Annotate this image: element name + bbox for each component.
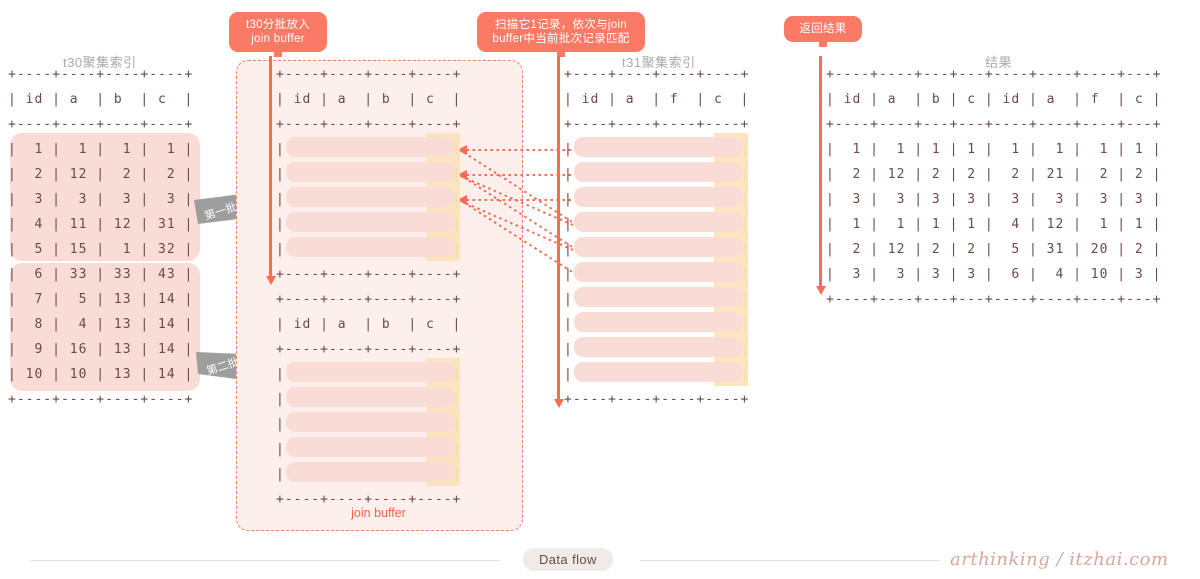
t30-rule-top: +----+----+----+----+ bbox=[8, 67, 194, 82]
t30-table: +----+----+----+----+ | id | a | b | c |… bbox=[8, 62, 193, 412]
match-arrows bbox=[457, 145, 578, 276]
footer-rule-right bbox=[640, 560, 940, 561]
jb2-row-highlight bbox=[286, 387, 454, 407]
t31-rule-mid: +----+----+----+----+ bbox=[564, 117, 750, 132]
scan-arrow-head bbox=[554, 399, 564, 408]
callout-scan-line1: 扫描它1记录，依次与join bbox=[495, 19, 627, 31]
callout-batch-tail bbox=[274, 51, 282, 57]
jb1-rule-top: +----+----+----+----+ bbox=[276, 67, 462, 82]
jb2-rule-mid: +----+----+----+----+ bbox=[276, 342, 462, 357]
res-rule-mid: +----+----+---+---+----+----+----+---+ bbox=[826, 117, 1162, 132]
t31-row-highlight bbox=[574, 137, 742, 157]
result-table: +----+----+---+---+----+----+----+---+ |… bbox=[826, 62, 1161, 312]
jb1-row-highlight bbox=[286, 162, 454, 182]
t30-header-row: | id | a | b | c | bbox=[8, 92, 194, 107]
t31-row-highlight bbox=[574, 337, 742, 357]
callout-scan-line2: buffer中当前批次记录匹配 bbox=[492, 33, 630, 45]
res-body: | 1 | 1 | 1 | 1 | 1 | 1 | 1 | 1 | | 2 | … bbox=[826, 142, 1162, 282]
jb1-row-highlight bbox=[286, 137, 454, 157]
t31-header-row: | id | a | f | c | bbox=[564, 92, 750, 107]
t31-row-highlight bbox=[574, 362, 742, 382]
jb1-rule-mid: +----+----+----+----+ bbox=[276, 117, 462, 132]
t31-row-highlight bbox=[574, 162, 742, 182]
batch-arrow-head bbox=[266, 276, 276, 285]
callout-batch-insert: t30分批放入 join buffer bbox=[229, 12, 327, 57]
callout-batch-line1: t30分批放入 bbox=[245, 19, 311, 31]
callout-batch-line2: join buffer bbox=[251, 33, 305, 45]
jb2-row-highlight bbox=[286, 462, 454, 482]
t31-row-highlight bbox=[574, 212, 742, 232]
data-flow-chip: Data flow bbox=[523, 548, 613, 571]
t31-row-highlight bbox=[574, 187, 742, 207]
t31-row-highlight bbox=[574, 287, 742, 307]
t30-rule-mid: +----+----+----+----+ bbox=[8, 117, 194, 132]
t30-batch1-highlight bbox=[10, 133, 200, 261]
scan-arrow-line bbox=[557, 56, 560, 401]
result-title: 结果 bbox=[985, 55, 1013, 70]
t31-rule-top: +----+----+----+----+ bbox=[564, 67, 750, 82]
callout-scan: 扫描它1记录，依次与join buffer中当前批次记录匹配 bbox=[477, 12, 645, 57]
jb2-row-highlight bbox=[286, 362, 454, 382]
res-header-row: | id | a | b | c | id | a | f | c | bbox=[826, 92, 1162, 107]
res-rule-bot: +----+----+---+---+----+----+----+---+ bbox=[826, 292, 1162, 307]
jb1-rule-bot: +----+----+----+----+ bbox=[276, 267, 462, 282]
footer-rule-left bbox=[30, 560, 500, 561]
t31-row-highlight bbox=[574, 237, 742, 257]
callout-return-label: 返回结果 bbox=[799, 23, 847, 35]
res-rule-top: +----+----+---+---+----+----+----+---+ bbox=[826, 67, 1162, 82]
t30-body: | 1 | 1 | 1 | 1 | | 2 | 12 | 2 | 2 | | 3… bbox=[8, 142, 194, 382]
join-buffer-label: join buffer bbox=[351, 506, 406, 520]
jb1-row-highlight bbox=[286, 212, 454, 232]
callout-return: 返回结果 bbox=[784, 16, 862, 47]
callout-scan-tail bbox=[557, 51, 565, 57]
jb2-rule-top: +----+----+----+----+ bbox=[276, 292, 462, 307]
t30-rule-bot: +----+----+----+----+ bbox=[8, 392, 194, 407]
jb2-row-highlight bbox=[286, 412, 454, 432]
t31-row-highlight bbox=[574, 312, 742, 332]
brand-watermark: arthinking / itzhai.com bbox=[950, 549, 1169, 570]
jb2-header-row: | id | a | b | c | bbox=[276, 317, 462, 332]
t31-title: t31聚集索引 bbox=[622, 55, 696, 70]
t31-row-highlight bbox=[574, 262, 742, 282]
t30-batch2-highlight bbox=[10, 263, 200, 391]
batch-arrow-line bbox=[269, 56, 272, 278]
t30-title: t30聚集索引 bbox=[63, 55, 137, 70]
jb1-row-highlight bbox=[286, 187, 454, 207]
t31-rule-bot: +----+----+----+----+ bbox=[564, 392, 750, 407]
jb1-header-row: | id | a | b | c | bbox=[276, 92, 462, 107]
jb2-rule-bot: +----+----+----+----+ bbox=[276, 492, 462, 507]
callout-return-tail bbox=[819, 41, 827, 47]
jb1-row-highlight bbox=[286, 237, 454, 257]
return-arrow-line bbox=[819, 56, 822, 288]
return-arrow-head bbox=[816, 286, 826, 295]
jb2-row-highlight bbox=[286, 437, 454, 457]
